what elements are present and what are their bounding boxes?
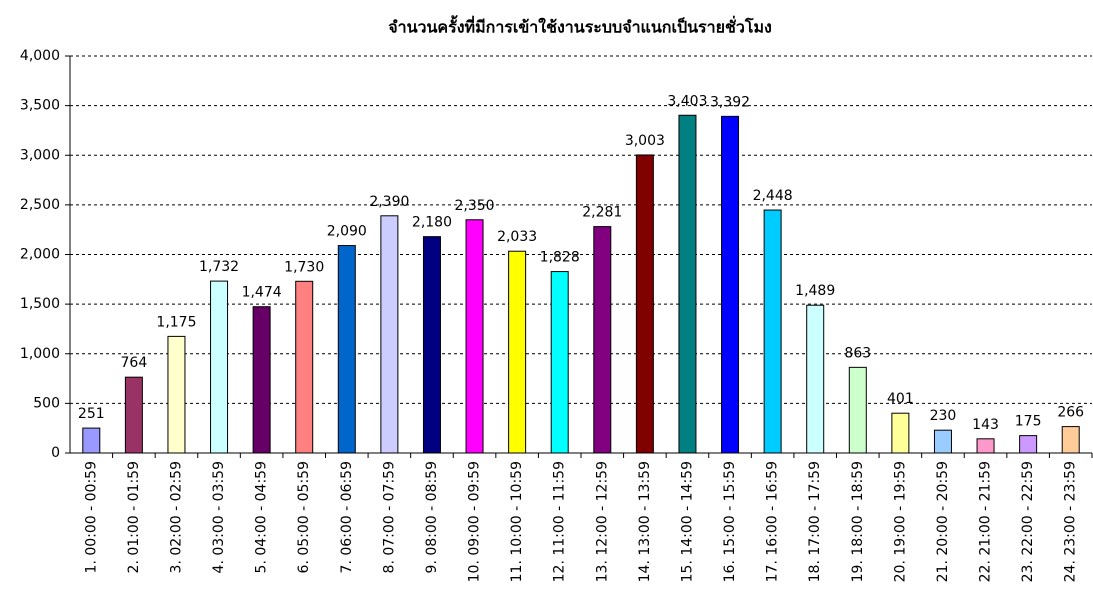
bar [891,412,910,454]
bar [508,250,527,454]
bar [635,154,654,454]
data-label: 3,003 [625,133,665,149]
x-tick-label: 14. 13:00 - 13:59 [637,461,653,582]
data-label: 1,730 [284,259,324,275]
bar [82,427,101,454]
x-tick-label: 3. 02:00 - 02:59 [168,461,184,573]
x-tick-label: 17. 16:00 - 16:59 [765,461,781,582]
x-tick-label: 5. 04:00 - 04:59 [254,461,270,573]
x-tick-label: 16. 15:00 - 15:59 [722,461,738,582]
x-tick-label: 9. 08:00 - 08:59 [424,461,440,573]
bar [1019,435,1038,454]
data-label: 3,403 [667,93,707,109]
x-tick-label: 7. 06:00 - 06:59 [339,461,355,573]
bar [763,209,782,454]
data-label: 1,175 [156,314,196,330]
bar [678,114,697,454]
data-label: 143 [972,417,999,433]
x-tick-label: 22. 21:00 - 21:59 [978,461,994,582]
bar [593,226,612,454]
data-label: 1,489 [795,283,835,299]
data-label: 2,390 [369,194,409,210]
x-tick-label: 15. 14:00 - 14:59 [679,461,695,582]
data-label: 251 [78,406,105,422]
x-tick-label: 19. 18:00 - 18:59 [850,461,866,582]
data-label: 2,090 [327,224,367,240]
bar [337,245,356,454]
x-tick-label: 11. 10:00 - 10:59 [509,461,525,582]
x-tick-label: 20. 19:00 - 19:59 [892,461,908,582]
bar [252,306,271,454]
data-label: 401 [887,391,914,407]
x-tick-label: 21. 20:00 - 20:59 [935,461,951,582]
x-tick-label: 23. 22:00 - 22:59 [1020,461,1036,582]
bar [1061,426,1080,454]
data-label: 2,448 [753,188,793,204]
x-tick-label: 1. 00:00 - 00:59 [83,461,99,573]
bar [806,304,825,454]
y-tick-label: 4,000 [20,48,60,64]
x-tick-label: 18. 17:00 - 17:59 [807,461,823,582]
data-label: 863 [844,345,871,361]
data-label: 2,350 [454,198,494,214]
bar [124,376,143,454]
bar [295,280,314,454]
data-label: 175 [1015,414,1042,430]
bar [976,438,995,454]
y-tick-label: 3,000 [20,147,60,163]
bar [933,429,952,454]
y-tick-label: 1,000 [20,346,60,362]
x-tick-label: 13. 12:00 - 12:59 [594,461,610,582]
bar [465,219,484,454]
y-tick-label: 2,000 [20,247,60,263]
bar [721,115,740,454]
x-tick-label: 10. 09:00 - 09:59 [467,461,483,582]
bar [550,271,569,454]
bar [848,366,867,454]
data-label: 1,474 [242,285,282,301]
data-label: 1,732 [199,259,239,275]
x-tick-label: 6. 05:00 - 05:59 [296,461,312,573]
data-label: 2,033 [497,229,537,245]
y-tick-label: 2,500 [20,197,60,213]
x-tick-label: 24. 23:00 - 23:59 [1063,461,1079,582]
x-tick-label: 12. 11:00 - 11:59 [552,461,568,582]
x-tick-label: 4. 03:00 - 03:59 [211,461,227,573]
data-label: 2,281 [582,205,622,221]
data-label: 230 [930,408,957,424]
x-tick-label: 8. 07:00 - 07:59 [381,461,397,573]
y-tick-label: 3,500 [20,98,60,114]
y-tick-label: 500 [33,395,60,411]
chart-title: จำนวนครั้งที่มีการเข้าใช้งานระบบจำแนกเป็… [388,15,772,37]
y-tick-label: 0 [51,445,60,461]
bar [422,236,441,454]
bar [167,335,186,454]
data-label: 3,392 [710,94,750,110]
x-tick-label: 2. 01:00 - 01:59 [126,461,142,573]
data-label: 1,828 [540,250,580,266]
data-label: 2,180 [412,215,452,231]
bar [210,280,229,454]
bar [380,215,399,454]
y-tick-label: 1,500 [20,296,60,312]
data-label: 764 [121,355,148,371]
data-label: 266 [1057,405,1084,421]
